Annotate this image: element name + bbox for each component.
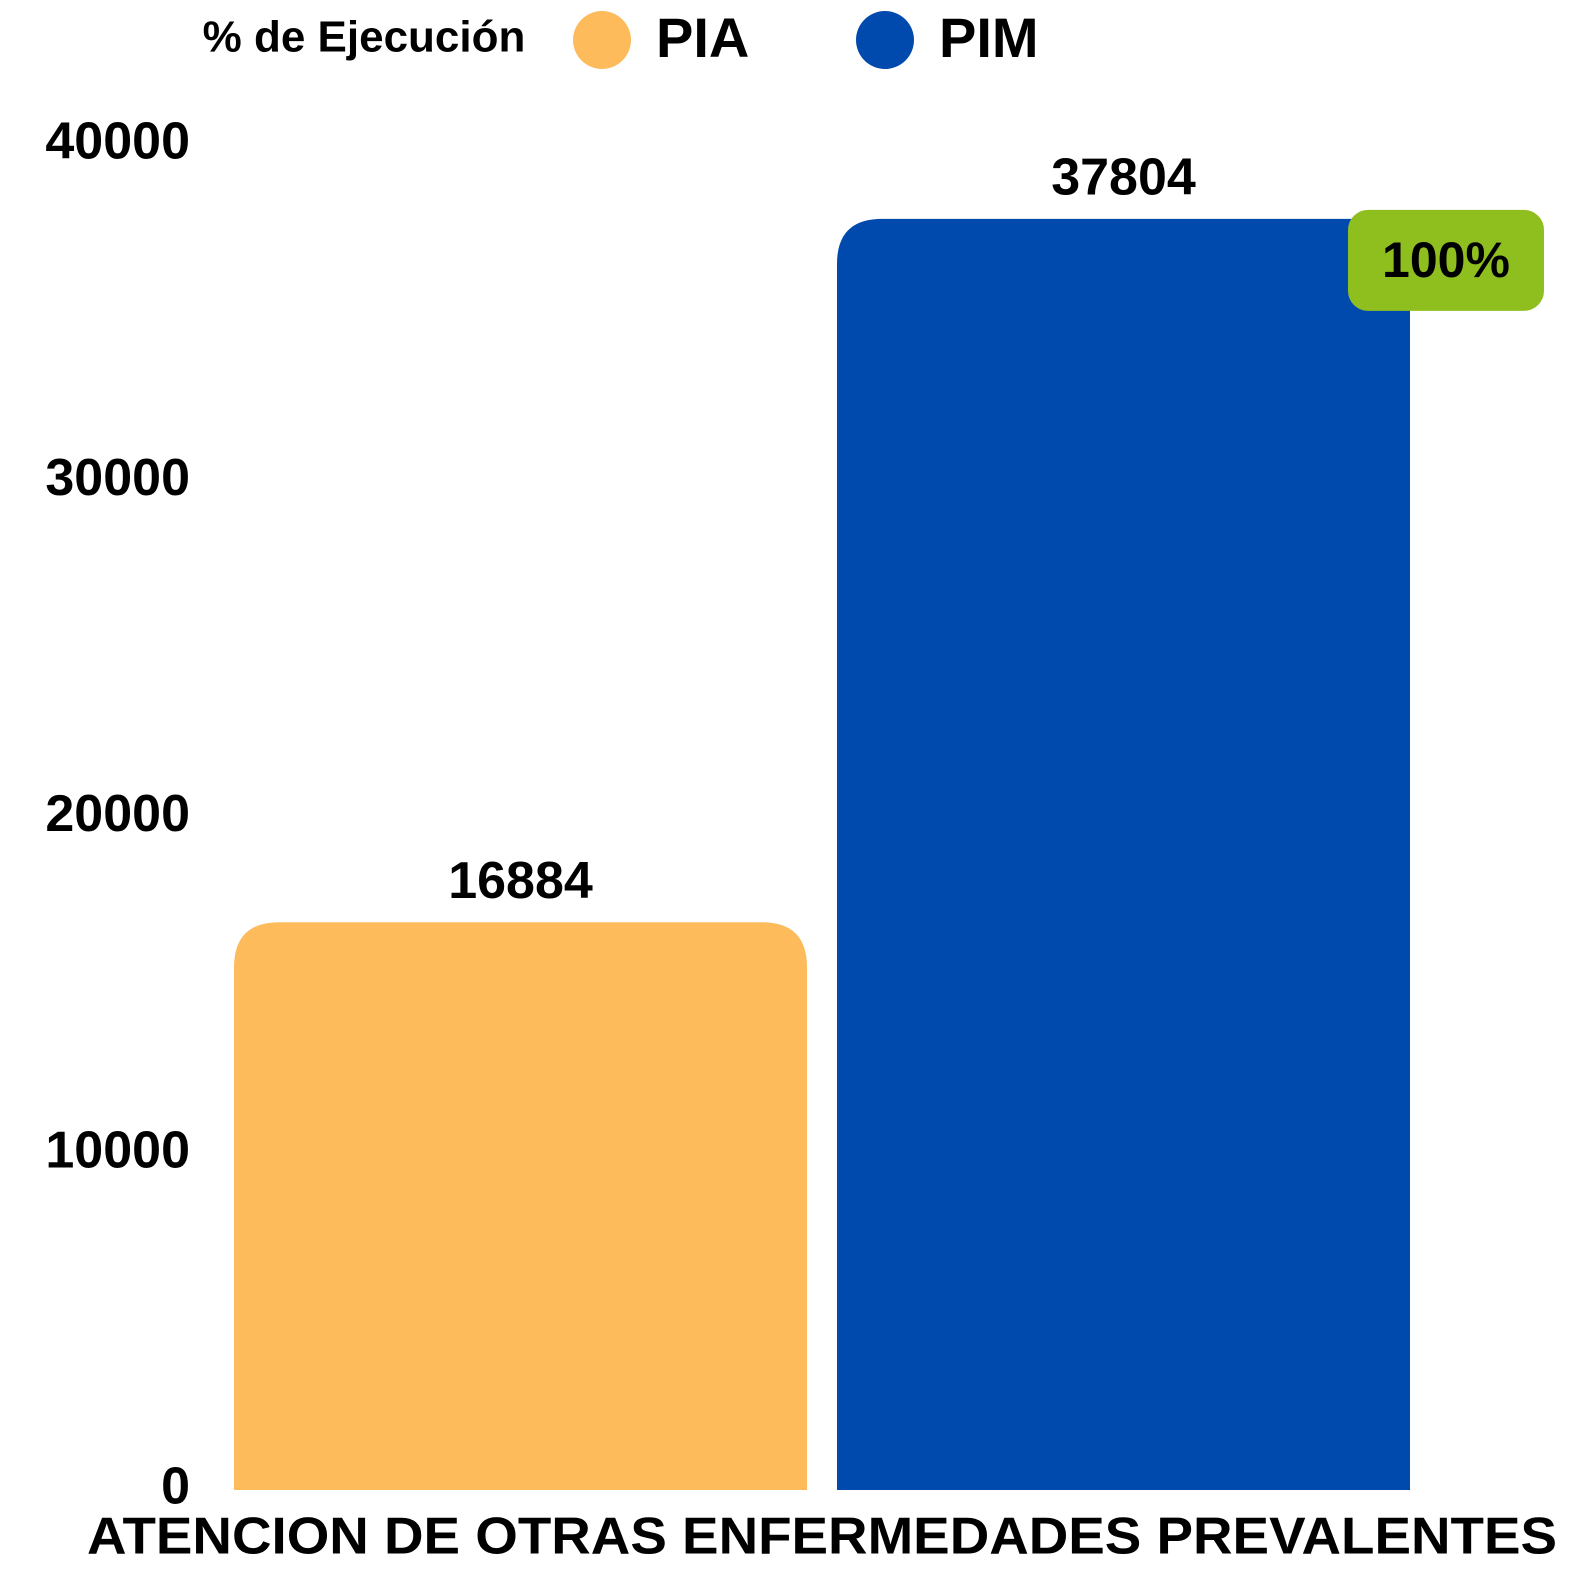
- legend-swatch: [856, 11, 914, 69]
- legend-label: PIA: [656, 6, 749, 69]
- legend-label: PIM: [939, 6, 1039, 69]
- value-label: 37804: [1051, 149, 1196, 207]
- y-tick-label: 0: [161, 1458, 190, 1516]
- annotation-badge: [1348, 209, 1544, 311]
- annotation-label: 100%: [1382, 232, 1510, 288]
- x-tick-label: ATENCION DE OTRAS ENFERMEDADES PREVALENT…: [87, 1508, 1557, 1566]
- y-tick-label: 30000: [45, 449, 190, 507]
- legend-title: % de Ejecución: [203, 13, 526, 62]
- y-tick-label: 10000: [45, 1121, 190, 1179]
- legend-swatch: [573, 11, 631, 69]
- y-tick-label: 20000: [45, 785, 190, 843]
- bar: [837, 218, 1410, 1491]
- bar: [234, 922, 807, 1490]
- value-label: 16884: [448, 852, 593, 910]
- y-tick-label: 40000: [45, 113, 190, 171]
